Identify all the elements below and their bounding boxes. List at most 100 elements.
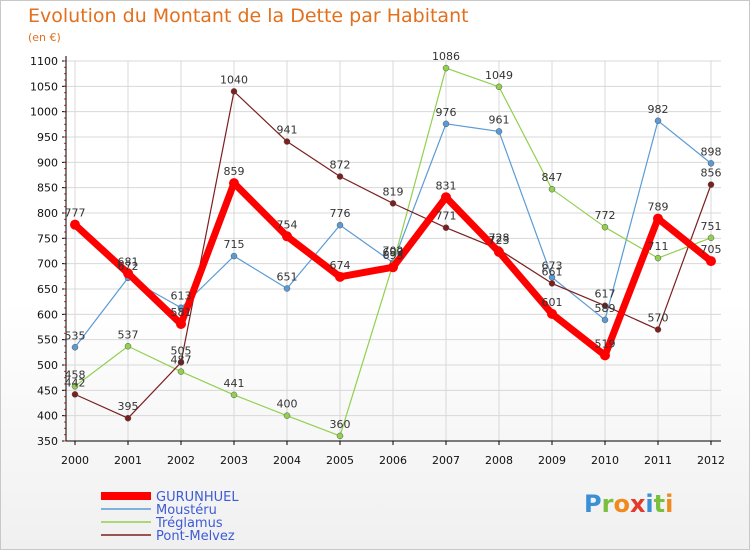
logo-letter: t (653, 490, 666, 518)
data-label: 400 (277, 398, 298, 411)
data-point (124, 414, 132, 422)
data-point (442, 120, 450, 128)
logo-letter: x (629, 490, 646, 518)
data-label: 777 (65, 207, 86, 220)
x-tick-label: 2005 (326, 454, 354, 467)
data-point (548, 280, 556, 287)
chart-subtitle: (en €) (28, 31, 61, 44)
x-tick-label: 2011 (644, 454, 672, 467)
data-point (283, 138, 291, 145)
data-label: 442 (65, 376, 86, 389)
data-point (335, 271, 345, 282)
data-label: 702 (383, 245, 404, 258)
y-tick-label: 1100 (30, 55, 58, 68)
data-point (336, 221, 344, 229)
data-point (601, 223, 609, 231)
data-label: 458 (65, 368, 86, 381)
y-tick-label: 550 (37, 334, 58, 347)
data-label: 519 (595, 337, 616, 350)
data-label: 856 (701, 167, 722, 180)
legend-label: Moustéru (156, 503, 217, 518)
x-tick-label: 2002 (167, 454, 195, 467)
data-point (230, 252, 238, 260)
data-label: 601 (542, 296, 563, 309)
data-label: 715 (224, 238, 245, 251)
y-tick-label: 500 (37, 359, 58, 372)
data-label: 651 (277, 270, 298, 283)
data-label: 776 (330, 207, 351, 220)
data-label: 976 (436, 106, 457, 119)
x-tick-label: 2003 (220, 454, 248, 467)
logo-letter: P (584, 490, 602, 518)
data-point (442, 224, 450, 231)
data-label: 613 (171, 290, 192, 303)
data-label: 819 (383, 185, 404, 198)
x-tick-label: 2001 (114, 454, 142, 467)
data-label: 1086 (432, 50, 460, 63)
y-tick-label: 950 (37, 131, 58, 144)
data-label: 961 (489, 113, 510, 126)
data-label: 705 (701, 243, 722, 256)
logo-letter: o (613, 490, 630, 518)
y-tick-label: 1050 (30, 80, 58, 93)
x-tick-label: 2012 (697, 454, 725, 467)
data-label: 898 (701, 145, 722, 158)
y-tick-label: 1000 (30, 106, 58, 119)
data-label: 570 (648, 312, 669, 325)
data-label: 617 (595, 288, 616, 301)
data-point (601, 316, 609, 324)
data-point (177, 359, 185, 366)
data-point (177, 368, 185, 375)
x-tick-label: 2006 (379, 454, 407, 467)
data-label: 831 (436, 179, 457, 192)
data-point (283, 285, 291, 292)
y-tick-label: 600 (37, 308, 58, 321)
proxiti-logo: Proxiti (584, 490, 673, 518)
data-point (707, 181, 715, 188)
data-point (229, 178, 239, 189)
data-label: 693 (383, 249, 404, 262)
data-label: 581 (171, 306, 192, 319)
data-label: 723 (489, 234, 510, 247)
x-tick-label: 2000 (61, 454, 89, 467)
data-label: 589 (595, 302, 616, 315)
data-point (336, 173, 344, 180)
data-point (176, 318, 186, 329)
legend-label: GURUNHUEL (156, 490, 239, 505)
y-tick-label: 350 (37, 435, 58, 448)
y-tick-label: 850 (37, 182, 58, 195)
x-tick-label: 2008 (485, 454, 513, 467)
data-point (495, 83, 503, 91)
data-label: 674 (330, 259, 351, 272)
series-layer (70, 64, 716, 440)
data-point (547, 308, 557, 319)
y-tick-label: 800 (37, 207, 58, 220)
data-point (601, 302, 609, 309)
data-label: 672 (118, 260, 139, 273)
data-point (282, 231, 292, 242)
data-label: 728 (489, 231, 510, 244)
y-tick-label: 750 (37, 232, 58, 245)
data-point (654, 254, 662, 262)
data-point (706, 256, 716, 267)
grid-layer (66, 60, 721, 442)
y-tick-label: 900 (37, 156, 58, 169)
data-label: 859 (224, 165, 245, 178)
y-tick-label: 450 (37, 384, 58, 397)
data-label: 395 (118, 400, 139, 413)
data-point (442, 64, 450, 72)
data-label: 751 (701, 220, 722, 233)
legend-label: Pont-Melvez (156, 529, 235, 544)
axis-layer: 350 400 450 500 550 600 650 700 750 800 850 900 950 1… (30, 55, 725, 467)
data-point (124, 343, 132, 350)
logo-letter: i (665, 490, 674, 518)
data-point (388, 262, 398, 273)
data-label: 681 (118, 255, 139, 268)
data-label: 789 (648, 201, 669, 214)
chart-title: Evolution du Montant de la Dette par Hab… (28, 5, 469, 27)
y-tick-label: 400 (37, 410, 58, 423)
y-tick-label: 650 (37, 283, 58, 296)
data-point (71, 383, 79, 390)
x-tick-label: 2004 (273, 454, 301, 467)
data-point (654, 117, 662, 125)
